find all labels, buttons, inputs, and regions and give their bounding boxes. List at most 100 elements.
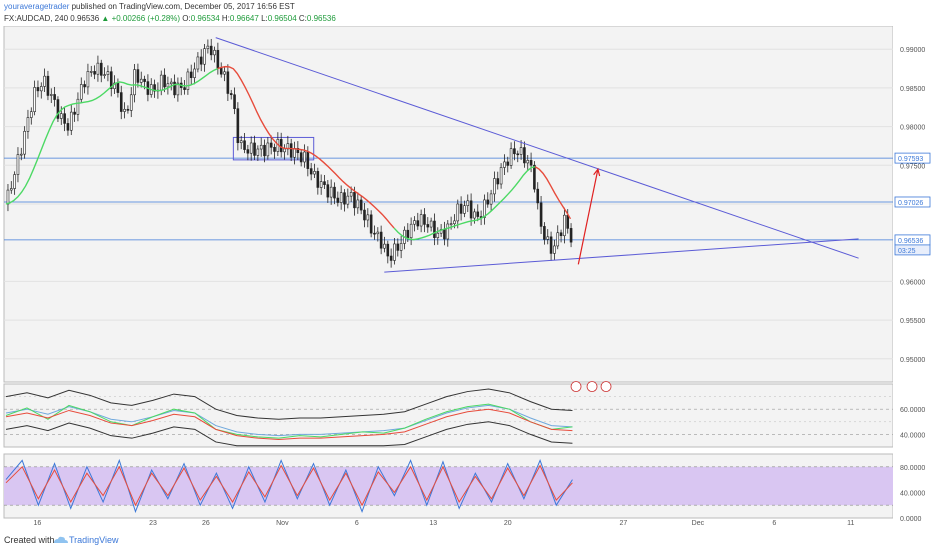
- candle: [299, 152, 303, 163]
- candle: [519, 147, 523, 155]
- candle: [463, 205, 466, 214]
- candle: [186, 71, 190, 90]
- candle: [499, 167, 503, 185]
- osc2-tick-label: 80.0000: [900, 465, 925, 472]
- y-tick-label: 0.95500: [900, 318, 925, 325]
- candle: [509, 148, 513, 166]
- candle: [279, 139, 283, 153]
- candle: [46, 75, 50, 96]
- candle: [259, 144, 263, 150]
- candle: [389, 255, 393, 261]
- candle: [343, 192, 346, 205]
- candle: [323, 181, 326, 185]
- candle: [239, 140, 243, 144]
- candle: [369, 214, 373, 234]
- candle: [303, 151, 306, 163]
- y-tick-label: 0.98000: [900, 125, 925, 132]
- candle: [166, 83, 170, 88]
- candle: [543, 226, 546, 240]
- candle: [443, 229, 446, 240]
- target-arrow-head: [593, 167, 601, 177]
- candle: [296, 148, 300, 153]
- candle: [523, 147, 526, 164]
- candle: [136, 69, 140, 83]
- price-label: 0.97593: [898, 156, 923, 163]
- trendline: [384, 238, 859, 273]
- y-tick-label: 0.97500: [900, 163, 925, 170]
- candle: [173, 81, 176, 96]
- x-tick-label: 13: [429, 520, 437, 527]
- candle: [429, 220, 433, 228]
- candle: [376, 231, 380, 235]
- candle: [353, 192, 356, 209]
- publish-line: youraveragetrader published on TradingVi…: [4, 2, 295, 11]
- candle: [466, 200, 470, 206]
- candle: [396, 243, 400, 251]
- candle: [23, 131, 26, 155]
- candle: [366, 214, 370, 221]
- candle: [199, 56, 203, 65]
- candle: [349, 192, 353, 197]
- candle: [253, 142, 256, 156]
- x-tick-label: 6: [355, 520, 359, 527]
- low-value: 0.96504: [267, 14, 297, 23]
- candle: [539, 202, 543, 227]
- ema-line-red: [534, 166, 572, 220]
- candle: [339, 192, 343, 203]
- candle: [59, 113, 63, 119]
- candle: [493, 178, 496, 195]
- candle: [469, 200, 473, 219]
- candle: [246, 149, 250, 154]
- candle: [453, 220, 456, 225]
- candle: [196, 56, 200, 70]
- candle: [459, 203, 463, 214]
- candle: [189, 71, 193, 78]
- trendline: [215, 37, 859, 259]
- candle: [526, 160, 530, 164]
- candle: [56, 99, 60, 119]
- open-value: 0.96534: [190, 14, 220, 23]
- x-tick-label: 16: [33, 520, 41, 527]
- candle: [73, 111, 76, 115]
- candle: [309, 168, 313, 175]
- high-label: H:: [221, 14, 230, 23]
- candle: [419, 214, 423, 227]
- price-label: 03:25: [898, 248, 916, 255]
- y-tick-label: 0.96000: [900, 279, 925, 286]
- x-tick-label: 20: [504, 520, 512, 527]
- candle: [553, 245, 556, 254]
- candle: [416, 220, 420, 227]
- price-chart[interactable]: 0.990000.985000.980000.975000.970000.960…: [0, 26, 932, 532]
- candle: [436, 232, 440, 238]
- close-value: 0.96536: [306, 14, 336, 23]
- candle: [209, 45, 213, 56]
- candle: [506, 161, 510, 166]
- candle: [163, 74, 166, 88]
- x-tick-label: Nov: [276, 520, 289, 527]
- price-label-box: [894, 152, 931, 164]
- candle: [216, 50, 220, 69]
- candle: [383, 243, 386, 249]
- candle: [103, 74, 106, 76]
- candle: [63, 113, 66, 124]
- candle: [93, 71, 96, 75]
- x-tick-label: Dec: [692, 520, 705, 527]
- candle: [113, 82, 116, 90]
- candle: [219, 67, 223, 75]
- candle: [109, 71, 113, 90]
- candle: [76, 98, 80, 115]
- candle: [139, 78, 143, 83]
- candle: [426, 224, 430, 228]
- candle: [336, 197, 340, 203]
- candle: [6, 189, 10, 205]
- candle: [559, 232, 563, 237]
- osc2-tick-label: 40.0000: [900, 490, 925, 497]
- tradingview-brand[interactable]: TradingView: [69, 535, 119, 545]
- x-tick-label: 26: [202, 520, 210, 527]
- candle: [473, 211, 476, 219]
- candle: [566, 214, 570, 229]
- candle: [333, 186, 336, 199]
- candle: [229, 93, 233, 96]
- author-link[interactable]: youraveragetrader: [4, 2, 70, 11]
- candle: [496, 178, 500, 185]
